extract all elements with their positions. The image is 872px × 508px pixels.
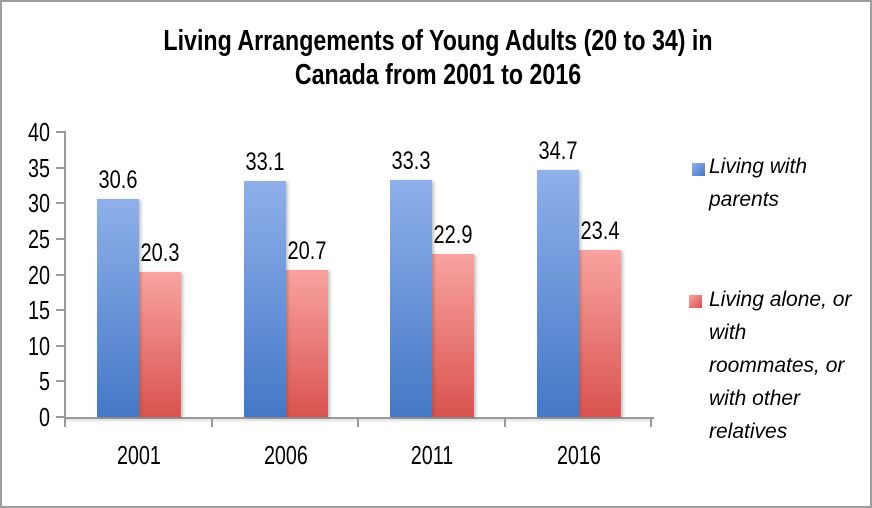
y-tick [56,131,64,133]
bar-series0-2006 [243,181,286,417]
bar-value-label: 30.6 [98,165,138,194]
legend-label-line: with [709,321,747,344]
x-tick-label-text: 2016 [556,440,601,470]
bar-value-label: 20.7 [287,236,327,265]
x-tick [357,419,359,427]
legend-label-line: Living alone, or [709,288,852,311]
y-tick-label: 35 [28,152,50,183]
y-tick [56,237,64,240]
y-tick [56,202,64,205]
y-tick-label: 0 [39,402,50,432]
legend-label-line: roommates, or [709,354,845,377]
x-tick-label: 2016 [506,440,653,470]
bar-value-label: 23.4 [580,217,620,246]
y-tick [56,166,64,169]
chart-title-line-1: Living Arrangements of Young Adults (20 … [163,25,713,57]
bar-series1-2011 [432,253,475,417]
x-tick-label-text: 2001 [117,440,162,470]
bar-series1-2006 [285,269,328,417]
legend-swatch-living-alone [689,295,702,308]
legend-swatch-living-with-parents [692,163,705,176]
y-tick-label: 10 [28,330,50,361]
x-tick [64,419,66,427]
legend-label-line: relatives [709,420,788,443]
chart-title: Living Arrangements of Young Adults (20 … [2,24,870,92]
x-tick-label-text: 2006 [263,440,308,470]
x-tick [503,419,506,427]
y-tick [56,309,64,312]
y-tick-label: 40 [28,117,50,147]
bar-series1-2001 [139,272,182,417]
x-tick-label: 2011 [359,440,506,470]
bar-value-label: 20.3 [140,239,180,268]
x-axis-line [64,417,654,419]
bar-series0-2001 [97,198,140,417]
legend-label-line: Living with [709,155,808,178]
x-tick [650,419,652,427]
x-tick-label: 2006 [213,440,360,470]
y-tick-label: 5 [39,366,50,397]
y-tick-label: 15 [28,295,50,326]
y-tick-label: 20 [28,259,50,290]
legend-label-line: with other [709,387,801,410]
bar-series1-2016 [578,250,621,417]
y-tick-label: 25 [28,223,50,254]
y-axis-line [64,131,66,427]
x-tick-label-text: 2011 [410,440,454,470]
chart-title-line-2: Canada from 2001 to 2016 [294,59,582,91]
y-tick [56,380,64,383]
bar-value-label: 22.9 [433,220,473,249]
bar-value-label: 34.7 [538,136,578,165]
x-tick [210,419,213,427]
x-tick-label: 2001 [66,440,213,470]
legend-label-line: parents [709,188,780,211]
y-tick-label: 30 [28,188,50,219]
bar-series0-2011 [390,179,433,417]
y-tick [56,273,64,276]
legend-label-living-alone: Living alone, or with roommates, or with ot… [709,283,870,448]
bar-value-label: 33.3 [391,146,431,175]
bar-series0-2016 [536,169,579,417]
legend-label-living-with-parents: Living with parents [709,150,870,216]
y-tick [56,416,64,418]
bar-value-label: 33.1 [245,148,285,177]
y-tick [56,344,64,347]
